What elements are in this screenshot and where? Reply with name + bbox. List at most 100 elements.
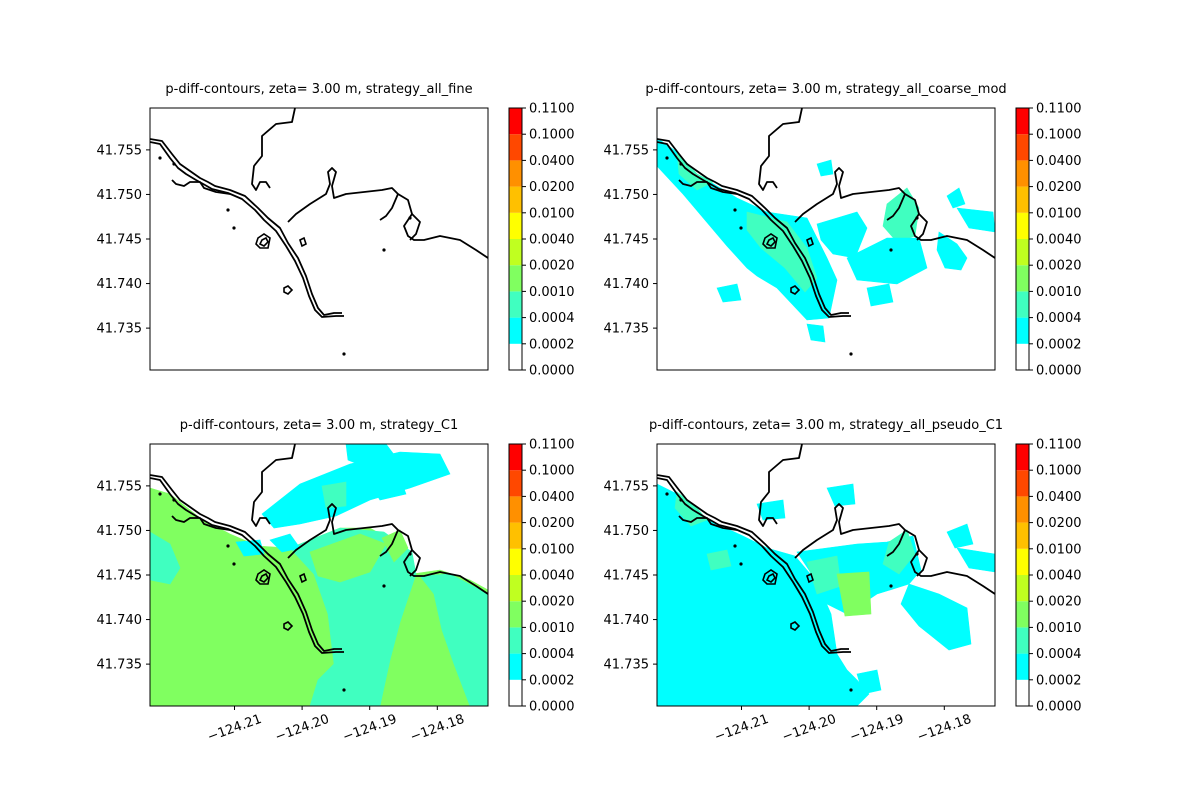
coastline-island (762, 233, 778, 249)
x-tick-label: −124.18 (408, 712, 466, 745)
colorbar-segment (509, 470, 522, 497)
colorbar-segment (1016, 291, 1029, 318)
coastline-islet (342, 688, 346, 692)
subplot-all-pseudo-c1: p-diff-contours, zeta= 3.00 m, strategy_… (604, 418, 1082, 745)
colorbar-tick-label: 0.0010 (529, 285, 575, 300)
y-axis: 41.735 41.740 41.745 41.750 41.755 (604, 479, 657, 673)
contour-region (716, 283, 742, 303)
colorbar-segment (509, 160, 522, 187)
coastline-segment (657, 138, 849, 316)
coastline-island (255, 569, 271, 585)
colorbar-segment (1016, 522, 1029, 549)
subplot-title: p-diff-contours, zeta= 3.00 m, strategy_… (165, 82, 472, 97)
y-tick-label: 41.735 (97, 658, 143, 673)
y-axis: 41.735 41.740 41.745 41.750 41.755 (604, 143, 657, 337)
contour-region (846, 237, 928, 285)
colorbar-tick-label: 0.0002 (1036, 337, 1082, 352)
coastline-segment (916, 213, 928, 241)
colorbar-segment (1016, 548, 1029, 575)
contour-region (956, 547, 995, 573)
y-tick-label: 41.735 (604, 322, 650, 337)
coastline-segment (758, 108, 803, 191)
x-tick-label: −124.20 (273, 712, 331, 745)
colorbar-segment (509, 212, 522, 239)
coastline-segment (409, 213, 421, 241)
x-tick-label: −124.19 (848, 712, 906, 745)
y-tick-label: 41.755 (97, 479, 143, 494)
coastline-islet (226, 208, 230, 212)
coastline-segment (150, 477, 344, 654)
contour-region (866, 283, 894, 307)
coastline-island (765, 236, 776, 247)
contour-region (936, 231, 968, 271)
coastline-islet (849, 352, 853, 356)
colorbar-segment (509, 134, 522, 161)
coastline-segment (379, 193, 399, 221)
colorbar-tick-label: 0.0200 (529, 180, 575, 195)
colorbar-tick-label: 0.0000 (1036, 364, 1082, 379)
colorbar-tick-label: 0.0400 (1036, 490, 1082, 505)
coastline-segment (794, 503, 995, 595)
colorbar-segment (509, 317, 522, 344)
colorbar-tick-label: 0.0000 (529, 364, 575, 379)
colorbar-tick-label: 0.0040 (1036, 233, 1082, 248)
coastline-segment (171, 515, 231, 531)
contour-region (806, 323, 826, 343)
coastline-segment (251, 444, 296, 527)
coastline-segment (379, 529, 399, 557)
colorbar-segment (509, 444, 522, 471)
contour-region (261, 451, 451, 529)
contour-region (756, 499, 786, 521)
y-tick-label: 41.740 (97, 613, 143, 628)
coastline-segment (657, 474, 849, 652)
coastline-island (258, 236, 269, 247)
y-tick-label: 41.750 (97, 188, 143, 203)
y-tick-label: 41.740 (604, 277, 650, 292)
coastline-islet (342, 352, 346, 356)
plot-area (150, 444, 488, 706)
colorbar-segment (1016, 601, 1029, 628)
y-tick-label: 41.755 (97, 143, 143, 158)
coastline-islet (733, 544, 737, 548)
colorbar-tick-label: 0.0004 (529, 647, 575, 662)
colorbar-tick-label: 0.0002 (529, 673, 575, 688)
colorbar-segment (1016, 627, 1029, 654)
colorbar-tick-label: 0.0010 (1036, 285, 1082, 300)
coastline-island (765, 572, 776, 583)
coastline-islet (172, 498, 176, 502)
subplot-title: p-diff-contours, zeta= 3.00 m, strategy_… (180, 418, 458, 433)
colorbar-segment (1016, 186, 1029, 213)
coastline-islet (226, 544, 230, 548)
coastline-island (790, 621, 801, 631)
colorbar-tick-label: 0.0040 (1036, 569, 1082, 584)
colorbar-segment (509, 653, 522, 680)
contour-region (345, 444, 399, 469)
coastline-islet (172, 162, 176, 166)
coastline-islet (408, 552, 412, 556)
y-tick-label: 41.745 (604, 233, 650, 248)
contour-fill (657, 137, 995, 343)
contour-fill (657, 483, 995, 706)
colorbar-tick-label: 0.1100 (1036, 438, 1082, 453)
colorbar-tick-label: 0.0100 (529, 206, 575, 221)
coastline-islet (915, 216, 919, 220)
coastline-islet (158, 492, 162, 496)
colorbar-tick-label: 0.0040 (529, 233, 575, 248)
coastline-island (790, 285, 801, 295)
colorbar: 0.0000 0.0002 0.0004 0.0010 0.0020 0.0040 0.01… (508, 438, 575, 715)
contour-region (816, 211, 868, 259)
colorbar-tick-label: 0.1000 (1036, 464, 1082, 479)
coastline-segment (150, 474, 342, 652)
colorbar-segment (1016, 470, 1029, 497)
colorbar: 0.0000 0.0002 0.0004 0.0010 0.0020 0.0040 0.01… (1015, 102, 1082, 379)
y-tick-label: 41.750 (604, 188, 650, 203)
colorbar-tick-label: 0.0010 (1036, 621, 1082, 636)
coastline-segment (287, 167, 488, 259)
y-tick-label: 41.735 (604, 658, 650, 673)
subplot-title: p-diff-contours, zeta= 3.00 m, strategy_… (645, 82, 1006, 97)
coastline-segment (886, 193, 906, 221)
colorbar-tick-label: 0.1100 (529, 438, 575, 453)
colorbar-segment (509, 108, 522, 135)
contour-region (321, 481, 347, 509)
